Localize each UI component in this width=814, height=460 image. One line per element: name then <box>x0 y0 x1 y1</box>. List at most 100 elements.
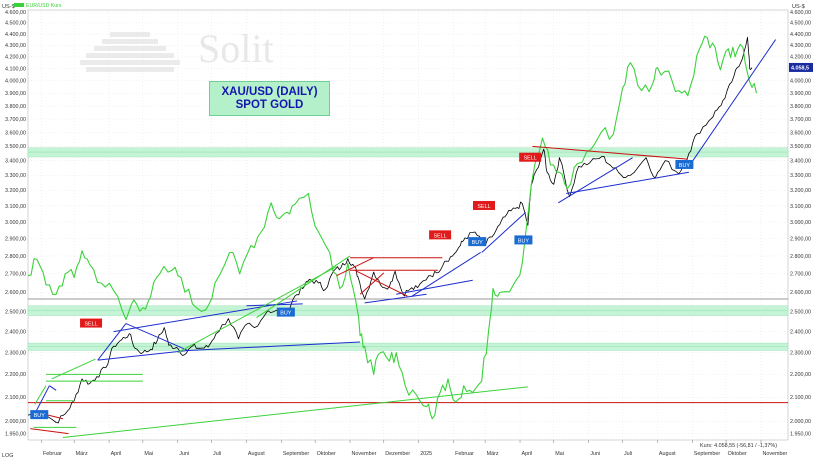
y-tick-right: 2.000,00 <box>790 419 811 425</box>
trendline <box>532 145 688 160</box>
trendline <box>396 279 473 295</box>
y-tick-right: 3.100,00 <box>790 204 811 210</box>
chart-title-box: XAU/USD (DAILY) SPOT GOLD <box>209 81 330 116</box>
trendlines <box>30 39 777 438</box>
price-box <box>789 62 813 72</box>
support-zones <box>27 147 789 351</box>
series-lines <box>27 35 758 424</box>
trendline <box>481 211 526 253</box>
y-tick-left: 2.200,00 <box>5 372 26 378</box>
x-tick-label: August <box>659 451 676 457</box>
signal-box <box>276 307 295 317</box>
signal-box <box>675 159 694 169</box>
support-zone <box>27 346 789 351</box>
y-tick-left: 3.700,00 <box>5 117 26 123</box>
x-tick-label: März <box>487 451 499 457</box>
trendline <box>359 272 385 295</box>
buy-signal: BUY <box>675 159 694 169</box>
y-unit-left: US-$ <box>2 4 16 10</box>
x-tick-label: Juni <box>179 451 189 457</box>
trendline <box>187 341 361 351</box>
current-price-marker: 4.058,5 <box>789 62 813 72</box>
y-tick-right: 3.300,00 <box>790 173 811 179</box>
x-tick-label: Mai <box>555 451 564 457</box>
trendline <box>51 358 96 380</box>
y-tick-left: 2.500,00 <box>5 309 26 315</box>
x-tick-label: Februar <box>43 451 62 457</box>
y-tick-left: 1.950,00 <box>5 431 26 437</box>
y-tick-right: 2.800,00 <box>790 254 811 260</box>
y-tick-right: 3.500,00 <box>790 144 811 150</box>
eurusd-line <box>27 35 758 420</box>
signal-box <box>519 152 542 162</box>
buy-signal: BUY <box>514 235 533 245</box>
x-tick-label: Mai <box>144 451 153 457</box>
y-tick-right: 2.100,00 <box>790 395 811 401</box>
x-tick-label: 2025 <box>420 451 432 457</box>
y-tick-left: 4.600,00 <box>5 10 26 16</box>
x-tick-label: Oktober <box>728 451 747 457</box>
signal-label: SELL <box>524 156 537 162</box>
sell-signal: SELL <box>80 318 103 328</box>
y-tick-left: 4.100,00 <box>5 66 26 72</box>
y-tick-left: 2.900,00 <box>5 237 26 243</box>
y-tick-right: 3.800,00 <box>790 104 811 110</box>
gold-price-line <box>27 36 753 424</box>
signal-label: SELL <box>477 204 490 210</box>
signal-label: BUY <box>518 238 529 244</box>
y-tick-left: 3.200,00 <box>5 188 26 194</box>
y-tick-left: 3.500,00 <box>5 144 26 150</box>
x-tick-label: Februar <box>455 451 474 457</box>
trendline <box>34 385 47 405</box>
y-tick-right: 2.500,00 <box>790 309 811 315</box>
horizontal-levels <box>28 298 788 404</box>
y-tick-left: 4.300,00 <box>5 43 26 49</box>
price-label: 4.058,5 <box>791 65 809 71</box>
support-zone <box>27 305 789 311</box>
signal-label: SELL <box>433 233 446 239</box>
trendline <box>354 269 408 297</box>
support-zone <box>27 151 789 158</box>
y-tick-left: 3.800,00 <box>5 104 26 110</box>
y-tick-right: 1.950,00 <box>790 431 811 437</box>
y-tick-right: 4.000,00 <box>790 79 811 85</box>
signal-box <box>468 237 487 247</box>
x-tick-label: August <box>248 451 265 457</box>
legend-swatch <box>14 3 24 7</box>
y-tick-right: 4.200,00 <box>790 55 811 61</box>
sell-signal: SELL <box>473 200 495 210</box>
trendline <box>113 300 298 333</box>
watermark-text: Solit <box>198 26 274 71</box>
signal-label: BUY <box>34 413 45 419</box>
x-tick-label: Juli <box>213 451 221 457</box>
x-tick-label: Oktober <box>317 451 336 457</box>
watermark: Solit <box>80 26 274 72</box>
y-tick-left: 4.400,00 <box>5 32 26 38</box>
signal-label: SELL <box>84 322 97 328</box>
sell-signal: SELL <box>519 152 542 162</box>
x-tick-label: November <box>352 451 377 457</box>
y-tick-left: 2.800,00 <box>5 254 26 260</box>
y-tick-left: 3.000,00 <box>5 220 26 226</box>
signal-box <box>30 410 49 420</box>
trendline <box>256 255 351 318</box>
x-tick-label: September <box>283 451 310 457</box>
trendline <box>688 39 777 167</box>
y-tick-left: 4.000,00 <box>5 79 26 85</box>
y-tick-right: 2.300,00 <box>790 350 811 356</box>
y-tick-left: 3.400,00 <box>5 158 26 164</box>
y-tick-left: 2.100,00 <box>5 395 26 401</box>
chart-title: XAU/USD (DAILY) <box>221 85 318 98</box>
y-tick-right: 2.600,00 <box>790 290 811 296</box>
y-tick-right: 3.000,00 <box>790 220 811 226</box>
scale-label: LOG <box>2 453 13 459</box>
x-tick-label: April <box>522 451 533 457</box>
trendline <box>336 257 374 277</box>
x-tick-label: November <box>762 451 787 457</box>
y-axis-right: 1.950,00 2.000,00 2.100,00 2.200,00 2.300,00… <box>790 10 811 438</box>
y-tick-left: 2.700,00 <box>5 272 26 278</box>
legend-label: EUR/USD Kurs <box>26 3 62 9</box>
x-tick-label: Dezember <box>385 451 410 457</box>
x-tick-label: April <box>111 451 122 457</box>
y-tick-left: 4.500,00 <box>5 21 26 27</box>
